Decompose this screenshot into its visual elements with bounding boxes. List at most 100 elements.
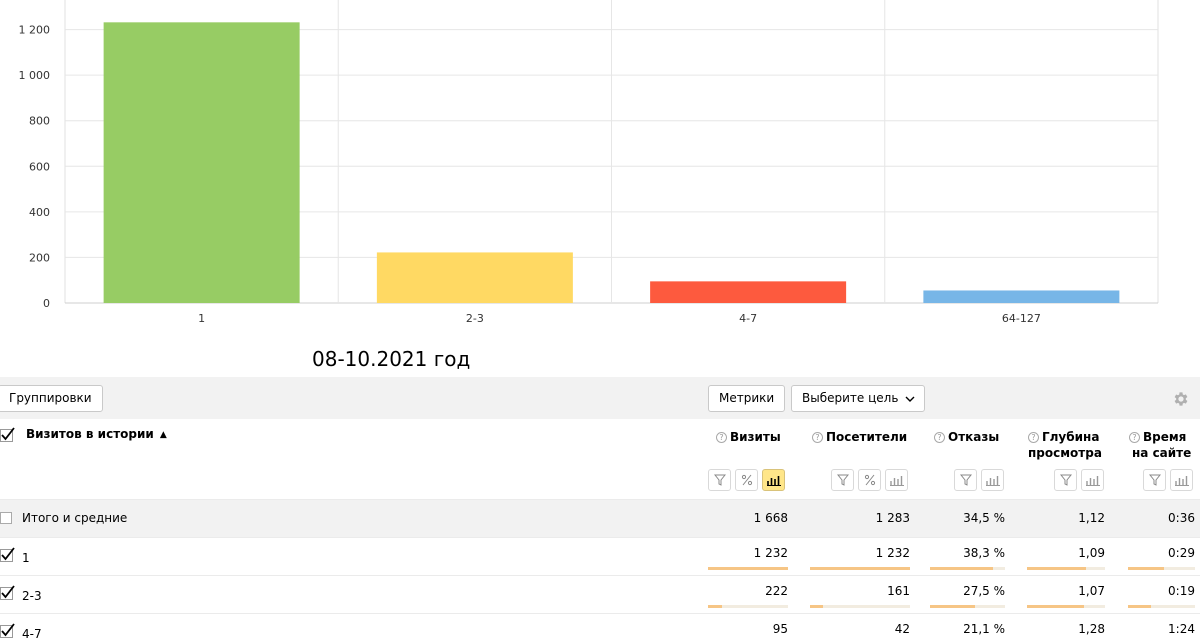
y-tick-label: 200	[29, 251, 50, 264]
value-bar	[1027, 605, 1084, 608]
metric-header-visitors[interactable]: ? Посетители	[812, 429, 907, 445]
cell-depth: 1,28	[1078, 622, 1105, 636]
bar-chart-icon[interactable]	[1170, 469, 1193, 491]
y-tick-label: 600	[29, 160, 50, 173]
bar-chart-icon[interactable]	[885, 469, 908, 491]
metric-title: Глубина	[1042, 430, 1100, 444]
metric-header-time[interactable]: ? Время на сайте	[1129, 429, 1191, 461]
value-bar-track	[930, 567, 1005, 570]
bar-chart-icon[interactable]	[1081, 469, 1104, 491]
checkmark-icon[interactable]	[0, 427, 16, 443]
bar-1	[103, 22, 300, 303]
value-bar-track	[1128, 605, 1195, 608]
cell-time: 0:29	[1168, 546, 1195, 560]
row-label: 1	[22, 551, 30, 565]
help-icon[interactable]: ?	[1129, 432, 1140, 443]
cell-visitors: 1 232	[875, 546, 910, 560]
value-bar	[1027, 567, 1086, 570]
bar-64-127	[923, 290, 1120, 303]
y-tick-label: 400	[29, 206, 50, 219]
metrics-button[interactable]: Метрики	[708, 385, 786, 412]
value-bar	[1128, 605, 1152, 608]
goal-select[interactable]: Выберите цель	[791, 385, 926, 412]
time-column-tools	[1143, 469, 1193, 491]
value-bar-track	[810, 605, 910, 608]
value-bar-track	[708, 605, 788, 608]
goal-select-label: Выберите цель	[802, 391, 899, 405]
grouping-button[interactable]: Группировки	[0, 385, 103, 412]
help-icon[interactable]: ?	[716, 432, 727, 443]
bar-2-3	[376, 252, 573, 303]
table-row[interactable]: 2-3 222 161 27,5 % 1,07 0:19	[0, 576, 1200, 614]
help-icon[interactable]: ?	[934, 432, 945, 443]
metric-title: Время	[1143, 430, 1187, 444]
cell-visitors: 1 283	[875, 511, 910, 525]
cell-bounces: 34,5 %	[963, 511, 1005, 525]
value-bar-track	[930, 605, 1005, 608]
checkbox-checked[interactable]	[0, 547, 15, 563]
value-bar	[930, 605, 975, 608]
y-tick-label: 0	[43, 297, 50, 310]
cell-visits: 222	[765, 584, 788, 598]
chevron-down-icon	[905, 396, 915, 402]
help-icon[interactable]: ?	[812, 432, 823, 443]
value-bar-track	[810, 567, 910, 570]
filter-icon[interactable]	[708, 469, 731, 491]
filter-icon[interactable]	[954, 469, 977, 491]
value-bar	[1128, 567, 1164, 570]
cell-visitors: 42	[894, 622, 910, 636]
value-bar-track	[1027, 567, 1105, 570]
metric-header-visits[interactable]: ? Визиты	[716, 429, 781, 445]
cell-bounces: 38,3 %	[963, 546, 1005, 560]
value-bar	[708, 567, 788, 570]
y-tick-label: 1 000	[19, 69, 51, 82]
x-tick-label: 2-3	[466, 312, 484, 325]
y-tick-label: 1 200	[19, 24, 51, 37]
cell-depth: 1,07	[1078, 584, 1105, 598]
report-toolbar: Группировки Метрики Выберите цель	[0, 377, 1200, 419]
cell-bounces: 27,5 %	[963, 584, 1005, 598]
metric-header-depth[interactable]: ? Глубина просмотра	[1028, 429, 1102, 461]
filter-icon[interactable]	[1143, 469, 1166, 491]
visits-column-tools	[708, 469, 785, 491]
bar-chart-icon[interactable]	[981, 469, 1004, 491]
dimension-header[interactable]: Визитов в истории ▲	[0, 427, 167, 443]
cell-visits: 1 668	[753, 511, 788, 525]
depth-column-tools	[1054, 469, 1104, 491]
row-label: 2-3	[22, 589, 42, 603]
percent-icon[interactable]	[858, 469, 881, 491]
row-label: 4-7	[22, 627, 42, 641]
visitors-column-tools	[831, 469, 908, 491]
bounces-column-tools	[954, 469, 1004, 491]
gear-icon[interactable]	[1172, 390, 1190, 408]
x-tick-label: 64-127	[1002, 312, 1041, 325]
totals-row[interactable]: Итого и средние 1 668 1 283 34,5 % 1,12 0:36	[0, 500, 1200, 538]
metric-header-bounces[interactable]: ? Отказы	[934, 429, 999, 445]
value-bar	[708, 605, 723, 608]
filter-icon[interactable]	[1054, 469, 1077, 491]
value-bar	[810, 605, 823, 608]
table-row[interactable]: 1 1 232 1 232 38,3 % 1,09 0:29	[0, 538, 1200, 576]
bar-chart-icon[interactable]	[762, 469, 785, 491]
cell-visitors: 161	[887, 584, 910, 598]
percent-icon[interactable]	[735, 469, 758, 491]
value-bar-track	[708, 567, 788, 570]
table-header: Визитов в истории ▲ ? Визиты ? Посетители ?…	[0, 419, 1200, 500]
help-icon[interactable]: ?	[1028, 432, 1039, 443]
cell-depth: 1,12	[1078, 511, 1105, 525]
metric-title: Визиты	[730, 430, 781, 444]
checkbox-checked[interactable]	[0, 623, 15, 639]
row-label: Итого и средние	[22, 511, 128, 525]
filter-icon[interactable]	[831, 469, 854, 491]
cell-bounces: 21,1 %	[963, 622, 1005, 636]
sort-asc-icon[interactable]: ▲	[159, 430, 167, 440]
value-bar-track	[1027, 605, 1105, 608]
checkbox[interactable]	[0, 512, 13, 525]
cell-time: 1:24	[1168, 622, 1195, 636]
cell-time: 0:19	[1168, 584, 1195, 598]
value-bar	[930, 567, 993, 570]
checkbox-checked[interactable]	[0, 585, 15, 601]
dimension-title: Визитов в истории	[26, 427, 154, 441]
table-row[interactable]: 4-7 95 42 21,1 % 1,28 1:24	[0, 614, 1200, 642]
metric-title: Посетители	[826, 430, 908, 444]
